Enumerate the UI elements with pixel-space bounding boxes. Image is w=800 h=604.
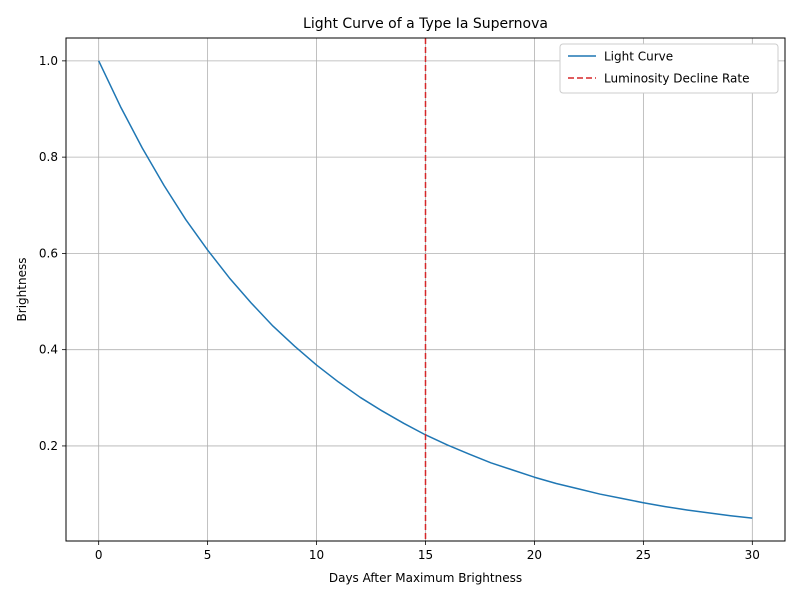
y-tick-label: 0.8 bbox=[39, 150, 58, 164]
x-tick-label: 15 bbox=[418, 548, 433, 562]
y-tick-label: 0.4 bbox=[39, 343, 58, 357]
chart-title: Light Curve of a Type Ia Supernova bbox=[303, 16, 548, 32]
y-tick-label: 0.2 bbox=[39, 439, 58, 453]
x-tick-label: 10 bbox=[309, 548, 324, 562]
legend: Light Curve Luminosity Decline Rate bbox=[559, 43, 779, 94]
x-tick-label: 25 bbox=[636, 548, 651, 562]
x-tick-label: 20 bbox=[527, 548, 542, 562]
x-tick-label: 0 bbox=[95, 548, 103, 562]
x-tick-label: 30 bbox=[745, 548, 760, 562]
plot-area bbox=[98, 38, 753, 541]
legend-label-light-curve: Light Curve bbox=[604, 50, 673, 64]
y-tick-label: 1.0 bbox=[39, 54, 58, 68]
x-axis-label: Days After Maximum Brightness bbox=[329, 571, 522, 585]
ticks: 0 5 10 15 20 25 30 0.2 0.4 0.6 0.8 1.0 bbox=[39, 54, 760, 562]
legend-box bbox=[559, 43, 779, 94]
y-axis-label: Brightness bbox=[15, 258, 29, 322]
x-tick-label: 5 bbox=[204, 548, 212, 562]
legend-label-luminosity-decline-rate: Luminosity Decline Rate bbox=[604, 72, 749, 86]
y-tick-label: 0.6 bbox=[39, 246, 58, 260]
